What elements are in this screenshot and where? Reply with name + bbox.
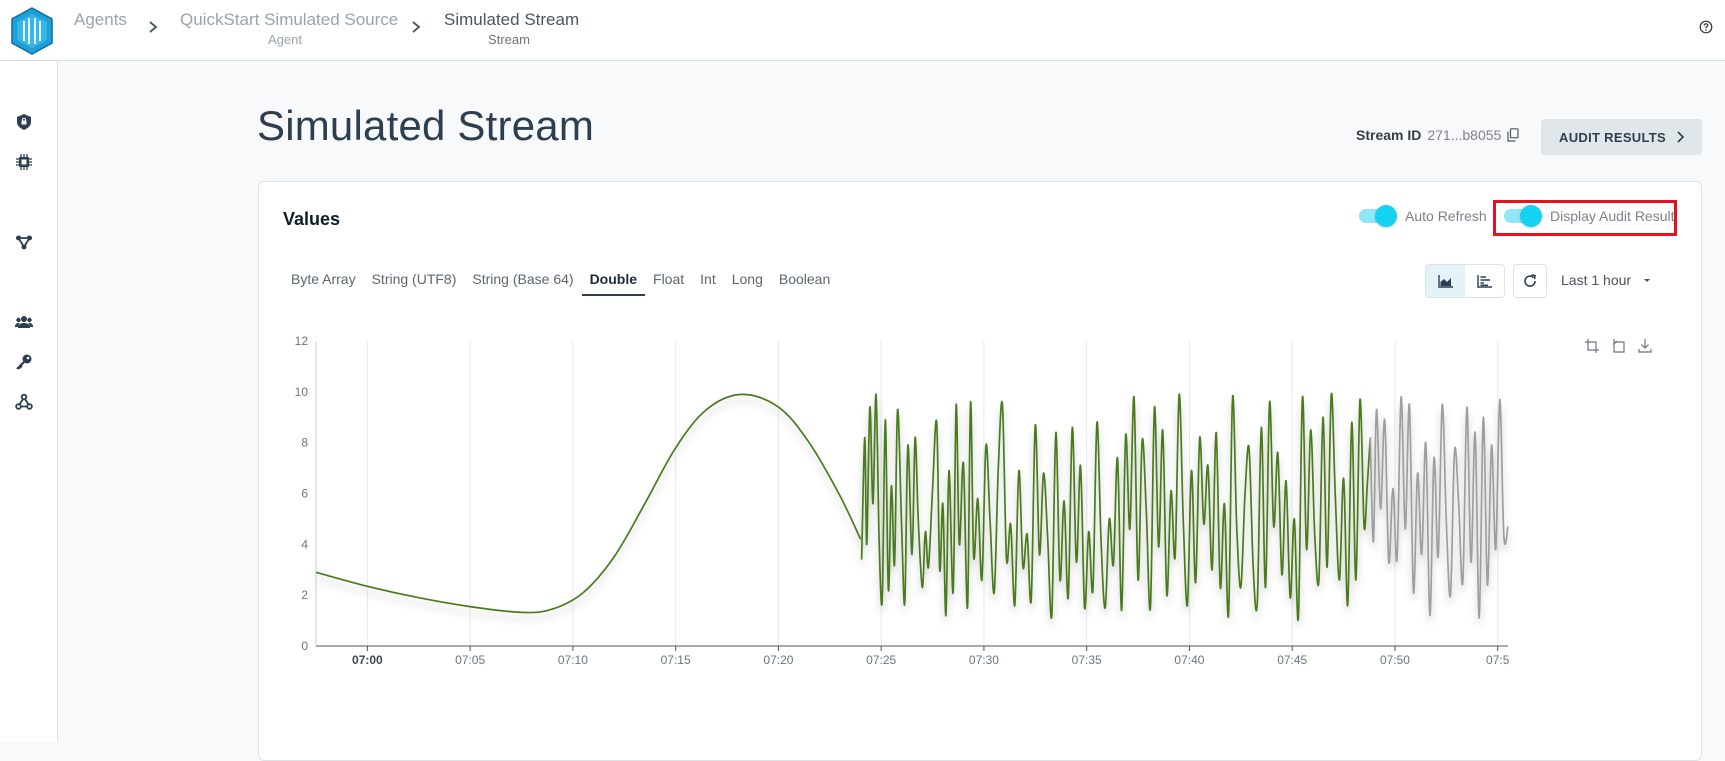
y-tick-label: 10 [295,385,308,399]
tab-string-utf8[interactable]: String (UTF8) [371,271,457,287]
webhook-icon[interactable] [15,393,33,411]
tab-byte-array[interactable]: Byte Array [291,271,356,287]
y-tick-label: 12 [295,334,308,348]
refresh-icon [1524,274,1536,287]
bar-chart-icon [1476,275,1492,288]
area-chart-button[interactable] [1426,265,1465,297]
tab-string-base64[interactable]: String (Base 64) [472,271,574,287]
breadcrumb-stream-label: Simulated Stream [444,10,580,29]
tab-long[interactable]: Long [731,271,763,287]
card-title: Values [283,209,341,229]
value-type-tabs: Byte Array String (UTF8) String (Base 64… [283,268,838,296]
x-tick-label: 07:30 [969,653,999,667]
audit-results-label: AUDIT RESULTS [1559,129,1666,145]
network-icon[interactable] [15,233,33,251]
x-tick-label: 07:15 [661,653,691,667]
display-audit-switch[interactable] [1504,205,1542,227]
audit-results-button[interactable]: AUDIT RESULTS [1541,119,1702,155]
app-logo-icon[interactable] [10,7,54,55]
values-chart[interactable]: 0 2 4 6 8 10 12 07:00 07:05 07:10 07:15 07:20 07:25… [295,330,1675,741]
refresh-button[interactable] [1513,264,1547,298]
zoom-reset-icon[interactable] [1611,338,1627,354]
tab-boolean[interactable]: Boolean [778,271,831,287]
shield-icon[interactable] [15,113,33,131]
y-tick-label: 8 [301,436,308,450]
area-chart-icon [1437,275,1453,288]
tab-double[interactable]: Double [581,268,646,296]
chart-type-toggle [1425,264,1505,298]
tab-int[interactable]: Int [700,271,716,287]
copy-icon[interactable] [1507,128,1519,142]
y-tick-label: 6 [301,487,308,501]
breadcrumb-agent[interactable]: QuickStart Simulated Source Agent [180,0,398,61]
x-tick-label: 07:00 [352,653,383,667]
x-tick-label: 07:50 [1380,653,1410,667]
chevron-right-icon [149,21,158,33]
bar-chart-button[interactable] [1465,265,1504,297]
stream-id-label: Stream ID [1356,127,1422,143]
series-line-audited [315,393,862,614]
chip-icon[interactable] [15,153,33,171]
auto-refresh-toggle[interactable]: Auto Refresh [1359,205,1487,227]
breadcrumb-agent-type: Agent [268,32,302,47]
stream-id: Stream ID 271...b8055 [1356,127,1519,143]
x-tick-label: 07:35 [1072,653,1102,667]
breadcrumb-agents[interactable]: Agents [74,0,134,61]
chevron-right-icon [1677,131,1684,143]
x-tick-label: 07:5 [1486,653,1510,667]
auto-refresh-switch[interactable] [1359,205,1397,227]
users-icon[interactable] [15,313,33,331]
series-line-unaudited [1369,396,1509,619]
display-audit-label: Display Audit Result [1550,208,1675,224]
stream-id-value: 271...b8055 [1427,127,1502,143]
caret-down-icon [1644,278,1651,282]
y-tick-label: 2 [301,588,308,602]
sidebar [0,61,58,741]
x-tick-label: 07:20 [763,653,793,667]
series-line-audited [860,392,1372,622]
tab-float[interactable]: Float [653,271,685,287]
display-audit-toggle[interactable]: Display Audit Result [1504,205,1675,227]
x-tick-label: 07:40 [1174,653,1204,667]
highlight-box [1493,200,1677,236]
auto-refresh-label: Auto Refresh [1405,208,1487,224]
download-icon[interactable] [1637,338,1653,354]
help-icon[interactable] [1699,20,1713,34]
x-tick-label: 07:25 [866,653,896,667]
y-tick-label: 0 [301,639,308,653]
x-tick-label: 07:45 [1277,653,1307,667]
x-tick-label: 07:05 [455,653,485,667]
breadcrumb-stream: Simulated Stream Stream [444,0,579,61]
page-title: Simulated Stream [257,102,595,149]
chevron-right-icon [412,21,421,33]
key-icon[interactable] [15,353,33,371]
zoom-icon[interactable] [1584,338,1600,354]
top-bar: Agents QuickStart Simulated Source Agent… [0,0,1725,61]
breadcrumb-stream-type: Stream [488,32,530,47]
x-tick-label: 07:10 [558,653,588,667]
time-range-value: Last 1 hour [1561,272,1632,288]
breadcrumb-agent-label[interactable]: QuickStart Simulated Source [180,10,399,29]
breadcrumb-agents-label[interactable]: Agents [74,10,127,29]
y-tick-label: 4 [301,537,308,551]
time-range-select[interactable]: Last 1 hour [1561,272,1651,288]
